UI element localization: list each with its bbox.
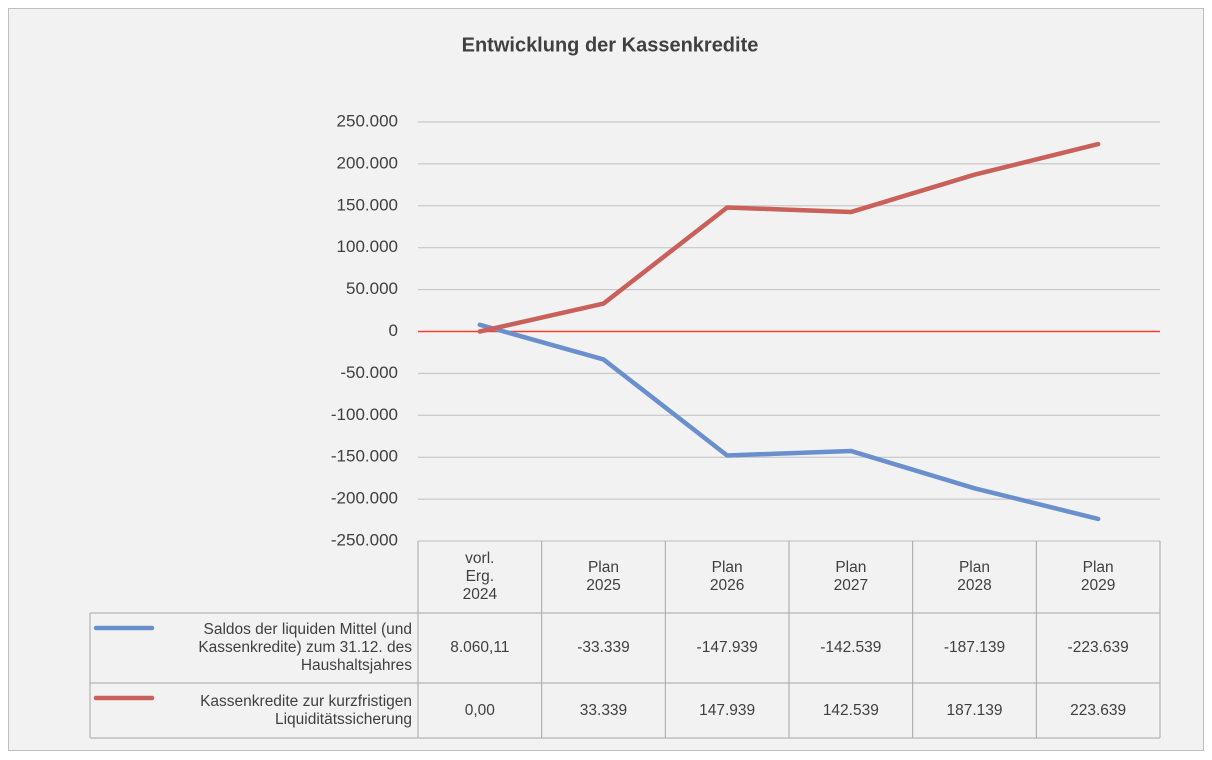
- category-label-text: Plan 2027: [833, 559, 869, 594]
- legend-label: Saldos der liquiden Mittel (und Kassenkr…: [150, 613, 412, 683]
- y-tick-label: 100.000: [337, 237, 398, 256]
- value-label: -223.639: [1036, 613, 1160, 683]
- category-label: vorl. Erg. 2024: [418, 541, 542, 613]
- category-label-text: Plan 2028: [957, 559, 992, 594]
- value-label-text: 33.339: [579, 701, 628, 719]
- value-label-text: -142.539: [820, 639, 882, 656]
- value-label-text: 223.639: [1070, 701, 1127, 719]
- value-label-text: 147.939: [699, 701, 756, 719]
- y-tick-label: -200.000: [331, 489, 398, 508]
- category-label: Plan 2028: [913, 541, 1037, 613]
- category-label-text: vorl. Erg. 2024: [462, 550, 498, 603]
- category-label-text: Plan 2025: [586, 559, 621, 594]
- value-label: 223.639: [1036, 683, 1160, 738]
- y-tick-label: 150.000: [337, 195, 398, 214]
- value-label-text: -147.939: [696, 639, 758, 656]
- category-label: Plan 2027: [789, 541, 913, 613]
- y-tick-label: -150.000: [331, 447, 398, 466]
- value-label: 0,00: [418, 683, 542, 738]
- value-label: 142.539: [789, 683, 913, 738]
- value-label-text: 142.539: [822, 701, 879, 719]
- value-label-text: -33.339: [577, 639, 630, 656]
- chart-title: Entwicklung der Kassenkredite: [462, 34, 759, 56]
- series-line: [477, 141, 1101, 334]
- category-label-text: Plan 2029: [1080, 559, 1116, 594]
- category-label-text: Plan 2026: [709, 559, 745, 594]
- y-tick-label: -50.000: [340, 363, 398, 382]
- legend-label-text: Saldos der liquiden Mittel (und Kassenkr…: [198, 621, 412, 674]
- category-label: Plan 2025: [542, 541, 666, 613]
- value-label: -147.939: [665, 613, 789, 683]
- value-label: 33.339: [542, 683, 666, 738]
- value-label-text: -187.139: [943, 639, 1006, 656]
- y-tick-label: 200.000: [337, 153, 398, 172]
- y-tick-label: -100.000: [331, 405, 398, 424]
- value-label-text: 0,00: [464, 701, 495, 719]
- category-label: Plan 2026: [665, 541, 789, 613]
- y-tick-label: -250.000: [331, 530, 398, 549]
- series-line: [477, 322, 1101, 522]
- value-label: -142.539: [789, 613, 913, 683]
- value-label: -187.139: [913, 613, 1037, 683]
- value-label-text: -223.639: [1067, 639, 1129, 656]
- value-label: 147.939: [665, 683, 789, 738]
- value-label: 187.139: [913, 683, 1037, 738]
- y-tick-label: 0: [389, 321, 398, 340]
- chart-area: [8, 8, 1204, 751]
- legend-label-text: Kassenkredite zur kurzfristigen Liquidit…: [200, 692, 412, 728]
- y-tick-label: 250.000: [337, 111, 398, 130]
- category-label: Plan 2029: [1036, 541, 1160, 613]
- value-label: 8.060,11: [418, 613, 542, 683]
- value-label-text: 8.060,11: [450, 639, 510, 656]
- y-tick-label: 50.000: [346, 279, 398, 298]
- value-label: -33.339: [542, 613, 666, 683]
- legend-label: Kassenkredite zur kurzfristigen Liquidit…: [150, 683, 412, 738]
- value-label-text: 187.139: [946, 701, 1003, 719]
